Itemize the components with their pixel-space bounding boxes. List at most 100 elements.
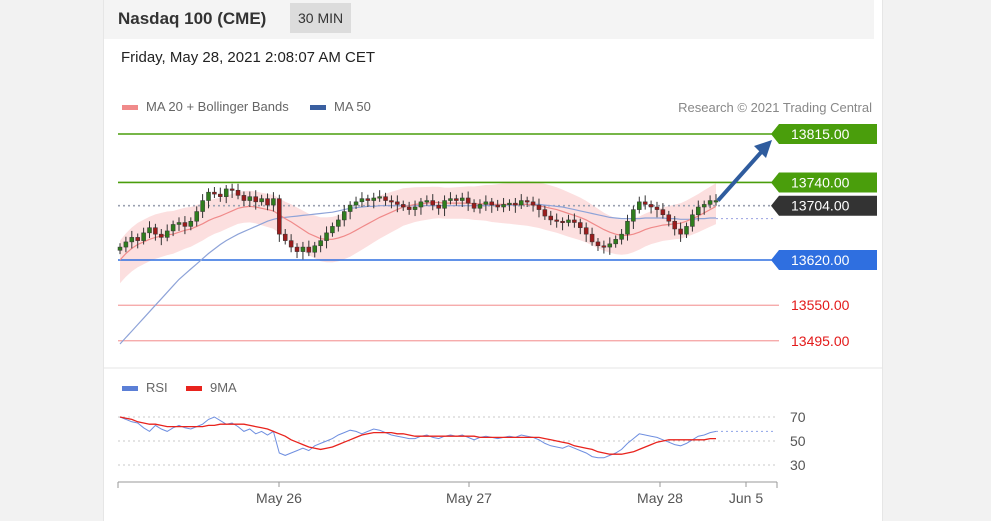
candle-body-14 [200,200,205,212]
level-label-5: 13495.00 [791,333,850,349]
rsi-tick-label-0: 70 [790,409,806,425]
candle-body-4 [141,232,146,241]
candle-body-86 [625,220,630,235]
candle-body-66 [507,202,512,205]
candle-body-2 [129,237,135,243]
candle-body-40 [353,201,359,206]
candle-body-87 [631,209,636,222]
legend-rsi: RSI [122,380,168,395]
candle-body-90 [648,204,654,208]
ma9-swatch [186,386,202,392]
candle-body-58 [460,197,465,201]
candle-body-82 [601,245,607,248]
forecast-arrow-head [754,140,772,158]
candle-body-83 [607,243,613,248]
candle-body-57 [454,198,459,201]
candle-body-84 [613,239,618,245]
candle-body-54 [436,204,441,209]
level-tag-2 [771,195,877,216]
price-chart-svg: 13815.00 13740.00 13704.00 13620.00 13550.00… [104,124,882,506]
chart-card: Nasdaq 100 (CME) 30 MIN Friday, May 28, … [103,0,883,521]
candle-body-44 [377,196,382,199]
candle-body-16 [212,191,217,195]
candle-body-3 [135,237,140,241]
candle-body-18 [223,188,229,197]
candle-body-59 [465,197,471,204]
candle-body-23 [253,196,258,203]
candle-body-62 [483,201,489,205]
candle-body-1 [123,241,129,248]
credit-text: Research © 2021 Trading Central [678,100,872,115]
candle-body-100 [707,200,713,205]
candle-body-50 [412,206,418,210]
ma50-line [119,203,716,345]
candle-body-20 [235,189,241,196]
candle-body-39 [347,204,353,212]
candle-body-29 [288,240,294,248]
legend-ma20: MA 20 + Bollinger Bands [122,99,289,114]
level-label-1: 13740.00 [791,174,850,190]
candle-body-74 [554,219,559,222]
x-tick-label-2: May 28 [637,490,683,506]
x-tick-label-3: Jun 5 [729,490,763,506]
candle-body-51 [418,201,424,208]
candle-body-94 [672,220,677,230]
x-tick-label-1: May 27 [446,490,492,506]
candle-body-43 [371,197,376,201]
level-tag-0 [771,124,877,144]
candle-body-41 [359,198,365,203]
candle-body-26 [271,198,276,206]
candle-body-53 [430,200,436,206]
candle-body-33 [312,245,317,253]
level-label-4: 13550.00 [791,297,850,313]
candle-body-31 [300,246,306,252]
candle-body-78 [578,222,583,228]
legend-9ma-label: 9MA [210,380,237,395]
level-tag-1 [771,172,877,193]
candle-body-6 [153,227,158,235]
level-label-0: 13815.00 [791,126,850,142]
candle-body-0 [117,246,123,251]
candle-body-42 [365,198,371,201]
candle-body-52 [424,200,430,203]
candle-body-47 [395,201,400,205]
candle-body-9 [170,224,176,232]
candle-body-10 [176,222,182,225]
candle-body-19 [229,188,235,191]
ma50-swatch [310,105,326,111]
candle-body-75 [560,220,565,223]
legend-rsi-label: RSI [146,380,168,395]
candle-body-95 [678,228,683,235]
rsi-9ma-line [119,416,716,455]
candle-body-38 [341,211,347,221]
candle-body-56 [448,198,453,201]
candle-body-81 [595,241,601,247]
candle-body-27 [277,198,282,235]
candle-body-70 [530,201,536,206]
rsi-tick-label-1: 50 [790,433,806,449]
candle-body-97 [690,214,695,227]
interval-badge[interactable]: 30 MIN [290,3,352,33]
candle-body-36 [330,226,335,234]
candle-body-17 [218,193,223,197]
timestamp: Friday, May 28, 2021 2:08:07 AM CET [121,49,376,66]
candle-body-72 [542,209,548,217]
candle-body-64 [495,204,500,208]
candle-body-8 [164,230,170,238]
level-label-2: 13704.00 [791,198,850,214]
candle-body-63 [489,201,495,206]
candle-body-98 [696,206,701,216]
candle-body-15 [206,191,211,201]
candle-body-25 [265,198,270,206]
candle-body-12 [188,220,194,227]
candle-body-45 [383,196,388,201]
candle-body-13 [194,211,199,222]
candle-body-5 [147,227,152,234]
candle-body-80 [589,233,595,243]
candle-body-89 [642,201,648,205]
candle-body-35 [324,232,329,241]
candle-body-93 [666,214,672,222]
candle-body-67 [513,202,518,206]
legend-9ma: 9MA [186,380,237,395]
x-tick-label-0: May 26 [256,490,302,506]
